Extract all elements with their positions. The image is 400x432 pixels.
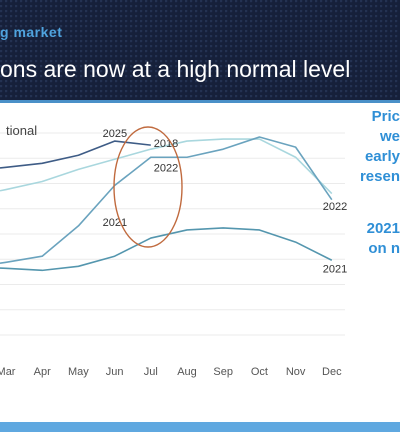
chart-area: tional 2025 2018 2022 2021 2022 2021 Mar Apr Ma… <box>0 103 400 415</box>
series-label: 2025 <box>103 128 127 140</box>
header-kicker: g market <box>0 24 63 40</box>
x-tick-label: Sep <box>213 366 233 378</box>
chart-labels: 2025 2018 2022 2021 2022 2021 <box>103 128 348 275</box>
highlight-circle <box>113 126 183 248</box>
side-note-line: early <box>364 148 400 165</box>
x-tick-label: Aug <box>177 366 197 378</box>
series-label: 2021 <box>323 263 347 275</box>
x-axis-ticks: Mar Apr May Jun Jul Aug Sep Oct Nov Dec <box>0 366 342 378</box>
series-label: 2022 <box>323 201 347 213</box>
x-tick-label: Jun <box>106 366 124 378</box>
footer-bar <box>0 422 400 432</box>
page-title: ons are now at a high normal level <box>0 56 351 82</box>
header-banner: g market ons are now at a high normal le… <box>0 0 400 100</box>
series-label: 2022 <box>154 162 178 174</box>
side-note-line: resen <box>359 168 400 185</box>
x-tick-label: Mar <box>0 366 16 378</box>
side-note-line: we <box>379 128 400 145</box>
x-tick-label: Apr <box>34 366 51 378</box>
series-line-2025 <box>0 140 151 169</box>
header-divider <box>0 100 400 103</box>
series-line-2021 <box>0 227 333 272</box>
series-line-2022 <box>0 136 333 264</box>
x-tick-label: Jul <box>144 366 158 378</box>
series-label: 2021 <box>103 217 127 229</box>
x-tick-label: Nov <box>286 366 306 378</box>
chart-series <box>0 136 333 272</box>
series-label: 2018 <box>154 138 178 150</box>
legend-fragment: tional <box>6 123 37 138</box>
x-tick-label: Dec <box>322 366 342 378</box>
x-tick-label: May <box>68 366 89 378</box>
chart-grid <box>0 132 345 336</box>
side-note-line: Pric <box>371 108 400 125</box>
series-line-2018 <box>0 138 333 195</box>
side-note-line: 2021 <box>366 220 400 237</box>
x-tick-label: Oct <box>251 366 268 378</box>
side-note-line: on n <box>368 240 400 257</box>
